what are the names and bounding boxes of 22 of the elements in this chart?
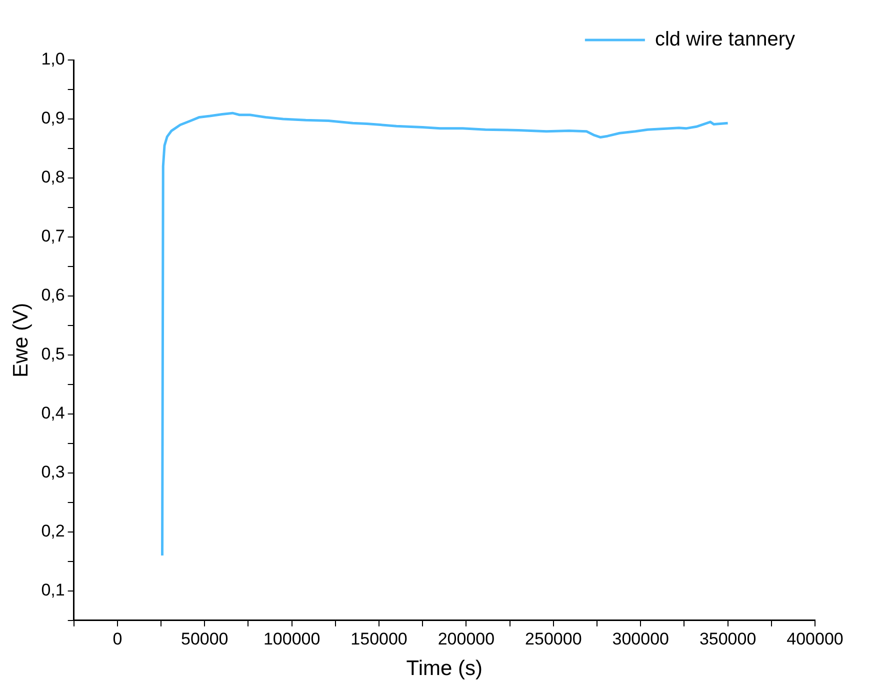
y-tick-label: 0,3 [41,462,65,482]
x-tick-label: 100000 [263,629,320,648]
y-tick-label: 0,8 [41,168,65,187]
y-axis-title: Ewe (V) [9,302,32,378]
y-tick-label: 0,5 [41,344,65,364]
y-tick-label: 0,2 [41,522,65,541]
y-tick-label: 0,4 [41,404,65,423]
x-tick-label: 150000 [350,629,408,648]
y-tick-label: 0,9 [41,108,65,128]
x-tick-label: 300000 [612,629,669,648]
y-tick-label: 0,6 [41,286,65,305]
x-tick-label: 250000 [525,629,582,648]
x-axis-title: Time (s) [406,657,483,680]
y-tick-label: 0,1 [41,580,65,600]
y-tick-label: 0,7 [41,226,65,246]
y-tick-label: 1,0 [41,50,65,69]
x-tick-label: 400000 [786,629,844,648]
x-tick-label: 350000 [699,629,756,648]
x-tick-label: 200000 [438,629,495,648]
x-tick-label: 0 [112,629,122,648]
x-tick-label: 50000 [180,629,228,648]
legend-label: cld wire tannery [654,28,796,51]
